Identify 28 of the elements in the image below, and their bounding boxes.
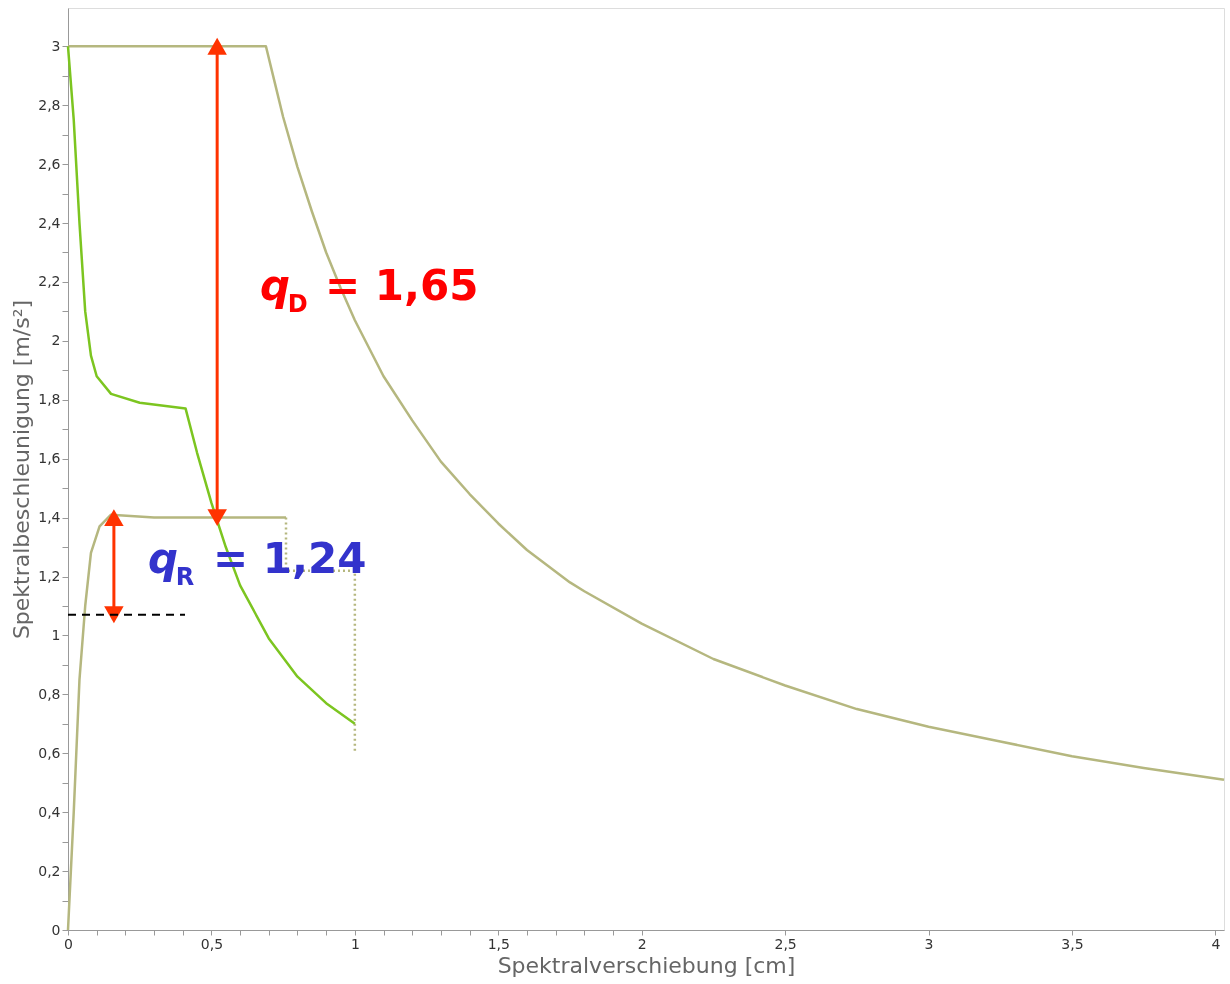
line-series bbox=[66, 45, 1226, 782]
x-tick-label: 0,5 bbox=[200, 935, 224, 952]
x-tick-label: 1 bbox=[350, 935, 360, 952]
x-tick-label: 3 bbox=[924, 935, 934, 952]
x-tick-label: 1,5 bbox=[487, 935, 510, 952]
y-axis-title: Spektralbeschleunigung [m/s²] bbox=[9, 299, 35, 640]
y-tick-label: 1,4 bbox=[38, 509, 61, 526]
y-tick-label: 1,6 bbox=[38, 450, 61, 467]
x-tick-label: 4 bbox=[1211, 935, 1221, 952]
y-tick-label: 2,2 bbox=[38, 273, 61, 290]
y-tick-label: 0,4 bbox=[38, 803, 61, 820]
y-tick-label: 0,8 bbox=[38, 685, 61, 702]
x-tick-label: 0 bbox=[64, 935, 73, 952]
x-tick-label: 2,5 bbox=[774, 935, 797, 952]
y-tick-label: 2,4 bbox=[38, 214, 61, 231]
y-tick-label: 0,2 bbox=[38, 862, 61, 879]
y-tick-label: 3 bbox=[51, 37, 61, 54]
y-tick-label: 2,8 bbox=[38, 96, 61, 113]
x-tick-label: 3,5 bbox=[1061, 935, 1084, 952]
y-tick-label: 1 bbox=[51, 626, 61, 643]
y-tick-label: 0,6 bbox=[38, 744, 61, 761]
y-tick-label: 1,2 bbox=[38, 568, 61, 585]
y-tick-label: 2 bbox=[51, 332, 61, 349]
x-tick-label: 2 bbox=[637, 935, 647, 952]
y-tick-label: 1,8 bbox=[38, 391, 61, 408]
y-tick-label: 2,6 bbox=[38, 155, 61, 172]
y-tick-label: 0 bbox=[51, 921, 61, 938]
x-axis-title: Spektralverschiebung [cm] bbox=[497, 952, 796, 978]
